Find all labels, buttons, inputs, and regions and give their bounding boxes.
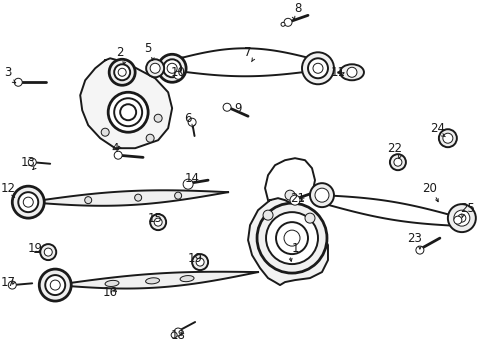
Circle shape (308, 58, 328, 78)
Circle shape (290, 195, 300, 205)
Text: 18: 18 (171, 329, 186, 342)
Circle shape (305, 213, 315, 223)
Text: 5: 5 (145, 42, 152, 55)
Circle shape (28, 158, 36, 166)
Text: 11: 11 (330, 66, 345, 79)
Circle shape (281, 22, 285, 26)
Text: 15: 15 (147, 212, 163, 225)
Circle shape (174, 71, 182, 79)
Circle shape (257, 203, 327, 273)
Circle shape (276, 222, 308, 254)
Circle shape (223, 103, 231, 111)
Circle shape (302, 52, 334, 84)
Circle shape (192, 254, 208, 270)
Circle shape (263, 210, 273, 220)
Polygon shape (55, 272, 258, 288)
Text: 6: 6 (184, 112, 192, 125)
Polygon shape (248, 198, 328, 285)
Circle shape (347, 67, 357, 77)
Text: 19: 19 (188, 252, 202, 265)
Circle shape (40, 244, 56, 260)
Ellipse shape (340, 64, 364, 80)
Text: 17: 17 (1, 275, 16, 289)
Circle shape (44, 248, 52, 256)
Polygon shape (28, 190, 228, 206)
Circle shape (394, 158, 402, 166)
Text: 20: 20 (422, 182, 437, 195)
Text: 3: 3 (4, 66, 12, 79)
Text: 25: 25 (461, 202, 475, 215)
Circle shape (150, 214, 166, 230)
Circle shape (167, 63, 177, 73)
Text: 22: 22 (388, 142, 402, 155)
Circle shape (163, 59, 181, 77)
Text: 9: 9 (234, 102, 242, 115)
Text: 10: 10 (171, 66, 186, 79)
Text: 14: 14 (185, 172, 199, 185)
Circle shape (196, 258, 204, 266)
Circle shape (150, 63, 160, 73)
Ellipse shape (180, 275, 194, 282)
Circle shape (285, 190, 295, 200)
Circle shape (135, 194, 142, 201)
Text: 24: 24 (430, 122, 445, 135)
Circle shape (114, 151, 122, 159)
Circle shape (266, 212, 318, 264)
Circle shape (14, 78, 22, 86)
Text: 19: 19 (28, 242, 43, 255)
Circle shape (171, 332, 177, 338)
Circle shape (114, 64, 130, 80)
Circle shape (315, 188, 329, 202)
Text: 13: 13 (21, 156, 36, 169)
Polygon shape (80, 58, 172, 148)
Ellipse shape (146, 278, 160, 284)
Circle shape (154, 114, 162, 122)
Circle shape (448, 204, 476, 232)
Circle shape (50, 280, 60, 290)
Circle shape (146, 134, 154, 142)
Circle shape (439, 129, 457, 147)
Circle shape (101, 128, 109, 136)
Text: 12: 12 (1, 182, 16, 195)
Circle shape (118, 68, 126, 76)
Circle shape (454, 216, 462, 224)
Circle shape (443, 133, 453, 143)
Text: 21: 21 (291, 192, 305, 204)
Text: 23: 23 (408, 231, 422, 244)
Circle shape (454, 210, 470, 226)
Circle shape (39, 269, 71, 301)
Text: 8: 8 (294, 2, 302, 15)
Circle shape (458, 214, 466, 222)
Circle shape (416, 246, 424, 254)
Text: 16: 16 (103, 285, 118, 298)
Circle shape (8, 281, 16, 289)
Circle shape (174, 192, 182, 199)
Circle shape (390, 154, 406, 170)
Text: 4: 4 (111, 142, 119, 155)
Circle shape (154, 218, 162, 226)
Circle shape (23, 197, 33, 207)
Circle shape (310, 183, 334, 207)
Circle shape (12, 186, 44, 218)
Circle shape (146, 59, 164, 77)
Circle shape (18, 192, 38, 212)
Text: 2: 2 (117, 46, 124, 59)
Circle shape (174, 328, 182, 336)
Circle shape (108, 92, 148, 132)
Circle shape (85, 197, 92, 204)
Circle shape (120, 104, 136, 120)
Circle shape (284, 18, 292, 26)
Circle shape (45, 275, 65, 295)
Circle shape (188, 118, 196, 126)
Circle shape (158, 54, 186, 82)
Circle shape (183, 179, 193, 189)
Ellipse shape (105, 280, 119, 287)
Circle shape (313, 63, 323, 73)
Circle shape (284, 230, 300, 246)
Text: 7: 7 (245, 46, 252, 59)
Circle shape (109, 59, 135, 85)
Text: 1: 1 (291, 242, 299, 255)
Circle shape (114, 98, 142, 126)
